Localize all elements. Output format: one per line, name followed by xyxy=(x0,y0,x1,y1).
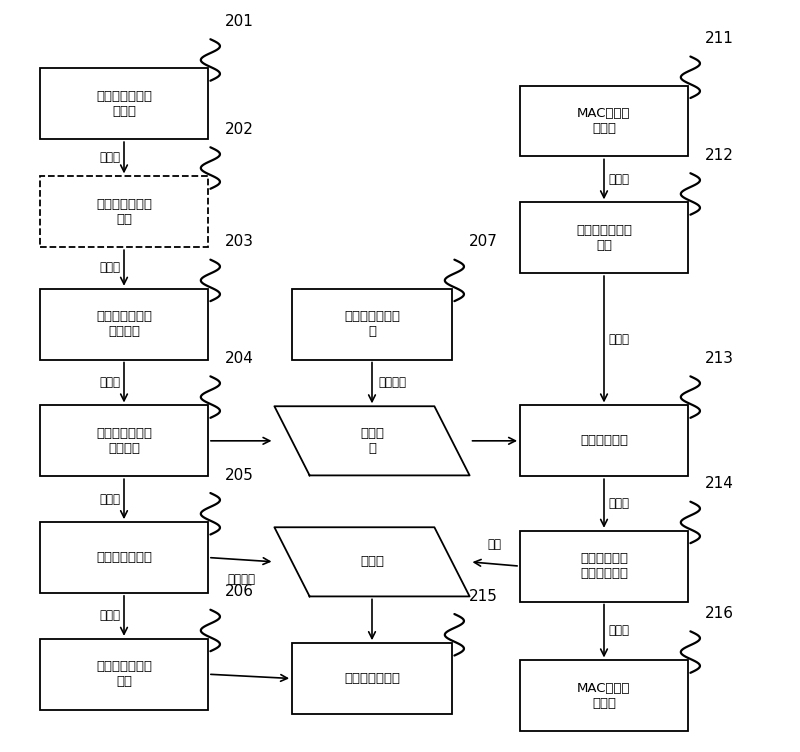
Text: 214: 214 xyxy=(705,476,734,491)
Text: 202: 202 xyxy=(225,122,254,137)
Bar xyxy=(292,643,452,714)
Text: 数据包: 数据包 xyxy=(608,173,629,186)
Text: 决策树建树模块: 决策树建树模块 xyxy=(96,551,152,564)
Bar xyxy=(520,660,688,731)
Text: 211: 211 xyxy=(705,31,734,46)
Bar xyxy=(40,289,208,359)
Polygon shape xyxy=(274,527,470,596)
Text: MAC层处理
模块二: MAC层处理 模块二 xyxy=(578,682,630,710)
Text: 215: 215 xyxy=(469,589,498,604)
Polygon shape xyxy=(274,406,470,475)
Text: 参数: 参数 xyxy=(488,538,502,551)
Text: 216: 216 xyxy=(705,606,734,621)
Text: 分类结果: 分类结果 xyxy=(227,573,255,586)
Bar xyxy=(520,202,688,273)
Text: 207: 207 xyxy=(469,235,498,249)
Text: 数据包: 数据包 xyxy=(99,376,120,389)
Text: 前期数据流人工
分类模块: 前期数据流人工 分类模块 xyxy=(96,310,152,338)
Text: MAC层处理
模块一: MAC层处理 模块一 xyxy=(578,107,630,135)
Text: 分流判断模块: 分流判断模块 xyxy=(580,435,628,447)
Bar xyxy=(40,176,208,247)
Bar xyxy=(520,405,688,476)
Text: 参数表: 参数表 xyxy=(360,555,384,569)
Text: 数据包轮询管理
模块: 数据包轮询管理 模块 xyxy=(576,223,632,252)
Bar xyxy=(520,531,688,602)
Text: 206: 206 xyxy=(225,584,254,599)
Text: 分类结果: 分类结果 xyxy=(378,377,406,390)
Text: 数据包: 数据包 xyxy=(99,151,120,164)
Text: 前期数据流分流
模块: 前期数据流分流 模块 xyxy=(96,198,152,226)
Text: 数据包: 数据包 xyxy=(99,262,120,274)
Text: 前期数据流特征
提取模块: 前期数据流特征 提取模块 xyxy=(96,427,152,455)
Text: 决策树结构转换
模块: 决策树结构转换 模块 xyxy=(96,660,152,688)
Text: 203: 203 xyxy=(225,235,254,249)
Bar xyxy=(40,522,208,593)
Bar xyxy=(292,289,452,359)
Text: 204: 204 xyxy=(225,351,254,366)
Text: 前期数据流量采
集模块: 前期数据流量采 集模块 xyxy=(96,89,152,118)
Text: 201: 201 xyxy=(225,14,254,29)
Bar xyxy=(40,405,208,476)
Text: 212: 212 xyxy=(705,148,734,163)
Text: 决策树查找模块: 决策树查找模块 xyxy=(344,672,400,685)
Text: 数据包: 数据包 xyxy=(608,333,629,346)
Text: 213: 213 xyxy=(705,351,734,366)
Text: 数据包: 数据包 xyxy=(99,493,120,505)
Text: 流量信息提取
及打标签模块: 流量信息提取 及打标签模块 xyxy=(580,552,628,580)
Bar xyxy=(40,638,208,710)
Text: 分类结果处理模
块: 分类结果处理模 块 xyxy=(344,310,400,338)
Text: 流信息
表: 流信息 表 xyxy=(360,427,384,455)
Text: 205: 205 xyxy=(225,468,254,483)
Bar xyxy=(520,86,688,156)
Text: 数据包: 数据包 xyxy=(608,497,629,510)
Bar xyxy=(40,68,208,139)
Text: 数据包: 数据包 xyxy=(99,609,120,623)
Text: 数据包: 数据包 xyxy=(608,624,629,638)
